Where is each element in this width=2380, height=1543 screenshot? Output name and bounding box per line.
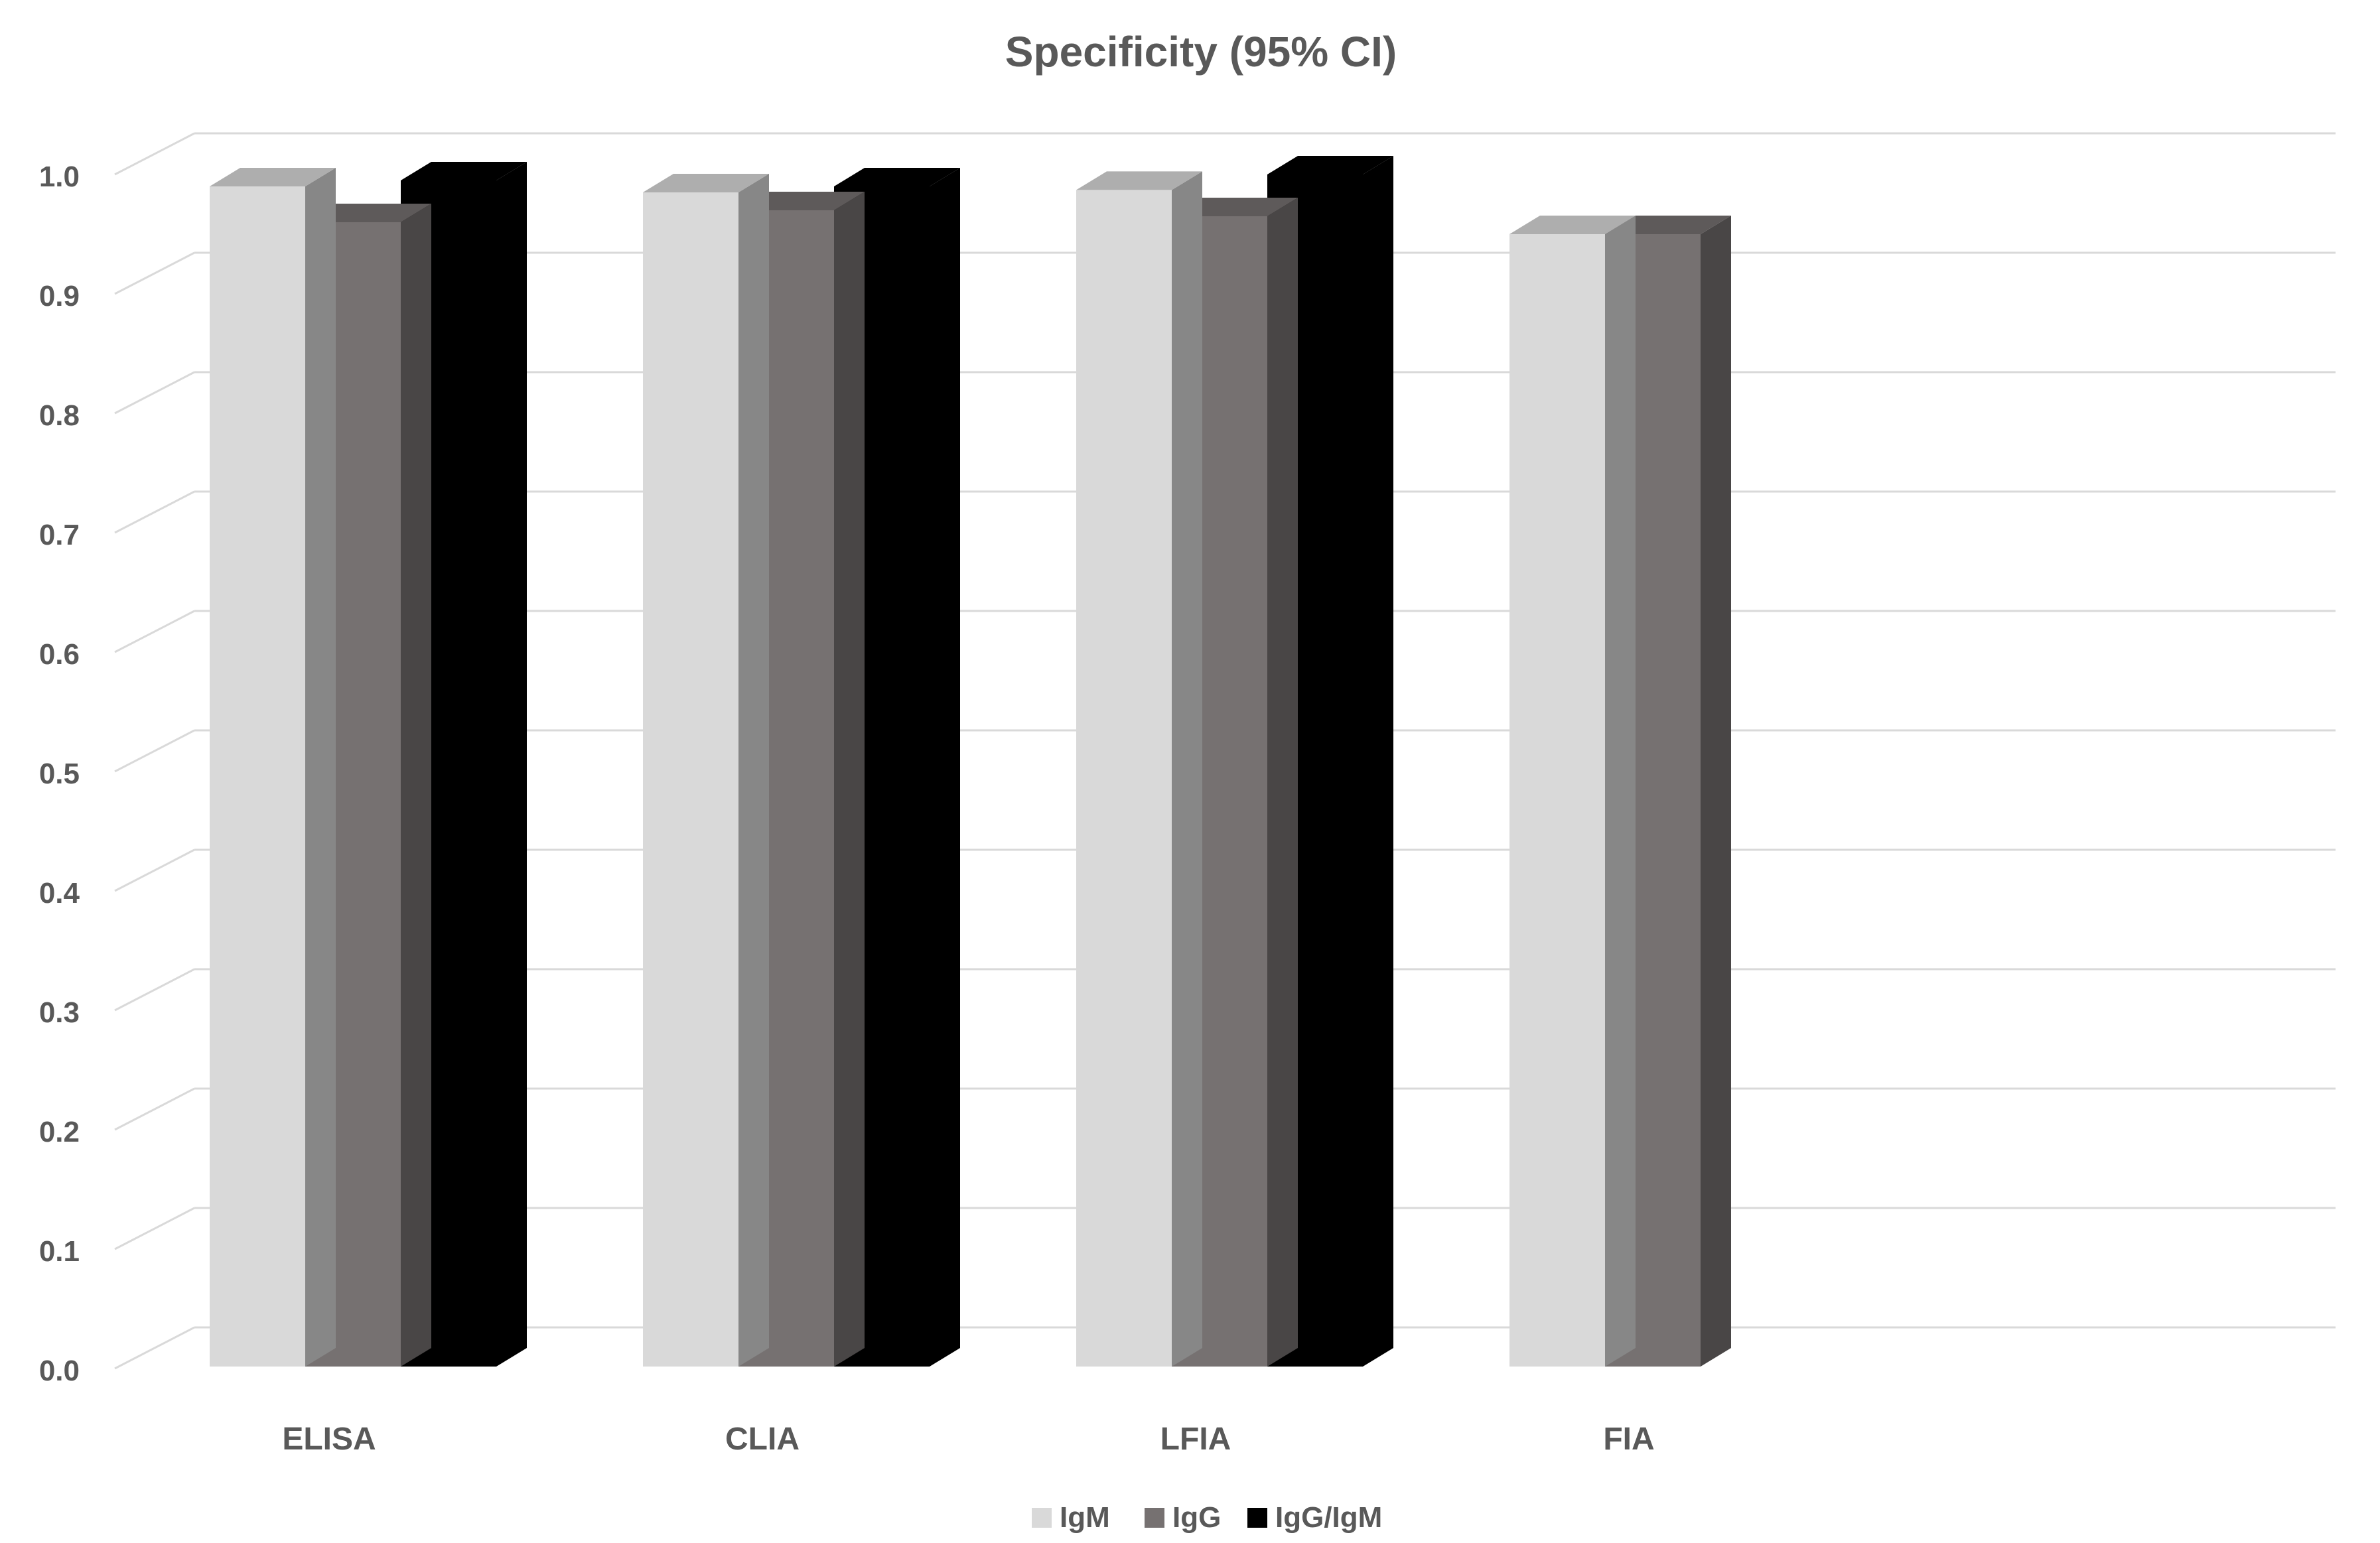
bar-side [930, 168, 960, 1367]
gridline-diagonal [114, 490, 195, 534]
y-tick-label: 0.2 [39, 1116, 80, 1148]
bar-top [305, 204, 431, 222]
bar-side [1701, 216, 1731, 1367]
y-tick-label: 0.1 [39, 1235, 80, 1268]
legend-swatch [1247, 1508, 1267, 1528]
x-tick-label: LFIA [1160, 1422, 1231, 1457]
bar-side [496, 162, 527, 1367]
y-tick-label: 0.7 [39, 519, 80, 551]
y-tick-label: 0.9 [39, 280, 80, 312]
x-tick-label: ELISA [282, 1422, 376, 1457]
gridline-diagonal [114, 729, 195, 773]
bar-igm-lfia [1076, 171, 1202, 1367]
legend-label: IgM [1060, 1501, 1110, 1534]
bar-top [1605, 216, 1731, 234]
bar-side [834, 192, 865, 1367]
gridline-diagonal [114, 968, 195, 1012]
bar-top [738, 192, 865, 210]
gridline-diagonal [114, 1207, 195, 1250]
x-axis-ticks: ELISA CLIA LFIA FIA [282, 1422, 1654, 1457]
bar-top [1172, 198, 1298, 216]
legend-swatch [1145, 1508, 1164, 1528]
chart-title: Specificity (95% CI) [1005, 28, 1397, 76]
legend-label: IgG [1172, 1501, 1221, 1534]
bar-igm-fia [1509, 216, 1636, 1367]
legend-item: IgM [1032, 1501, 1110, 1534]
gridline-diagonal [114, 371, 195, 415]
bar-igm-clia [643, 174, 769, 1367]
legend: IgM IgG IgG/IgM [1032, 1501, 1382, 1534]
gridline-diagonal [114, 251, 195, 295]
gridline-diagonal [114, 1326, 195, 1370]
bar-top [834, 168, 960, 186]
y-tick-label: 0.0 [39, 1355, 80, 1387]
legend-label: IgG/IgM [1275, 1501, 1382, 1534]
y-tick-label: 1.0 [39, 161, 80, 193]
legend-swatch [1032, 1508, 1052, 1528]
y-tick-label: 0.6 [39, 638, 80, 671]
gridline-diagonal [114, 848, 195, 892]
bar-top [210, 168, 336, 186]
bars [210, 156, 1731, 1367]
x-tick-label: CLIA [725, 1422, 800, 1457]
bar-front [1509, 234, 1605, 1367]
bar-side [1267, 198, 1298, 1367]
bar-top [1076, 171, 1202, 190]
bar-front [643, 192, 738, 1367]
y-axis-ticks: 0.0 0.1 0.2 0.3 0.4 0.5 0.6 0.7 0.8 0.9 1.0 [39, 161, 80, 1387]
y-tick-label: 0.3 [39, 996, 80, 1029]
bar-side [1172, 171, 1202, 1367]
y-tick-label: 0.4 [39, 877, 80, 909]
bar-side [401, 204, 431, 1367]
bar-side [1605, 216, 1636, 1367]
bar-side [305, 168, 336, 1367]
bar-top [1509, 216, 1636, 234]
legend-item: IgG [1145, 1501, 1221, 1534]
bar-front [1076, 190, 1172, 1367]
y-tick-label: 0.5 [39, 758, 80, 790]
bar-top [1267, 156, 1393, 174]
bar-top [401, 162, 527, 180]
gridline-diagonal [114, 1087, 195, 1131]
bar-side [738, 174, 769, 1367]
bar-top [643, 174, 769, 192]
x-tick-label: FIA [1603, 1422, 1654, 1457]
bar-side [1363, 156, 1393, 1367]
bar-igm-elisa [210, 168, 336, 1367]
y-tick-label: 0.8 [39, 399, 80, 432]
legend-item: IgG/IgM [1247, 1501, 1382, 1534]
gridline-diagonal [114, 132, 195, 176]
bar-front [210, 186, 305, 1367]
gridline-diagonal [114, 610, 195, 653]
